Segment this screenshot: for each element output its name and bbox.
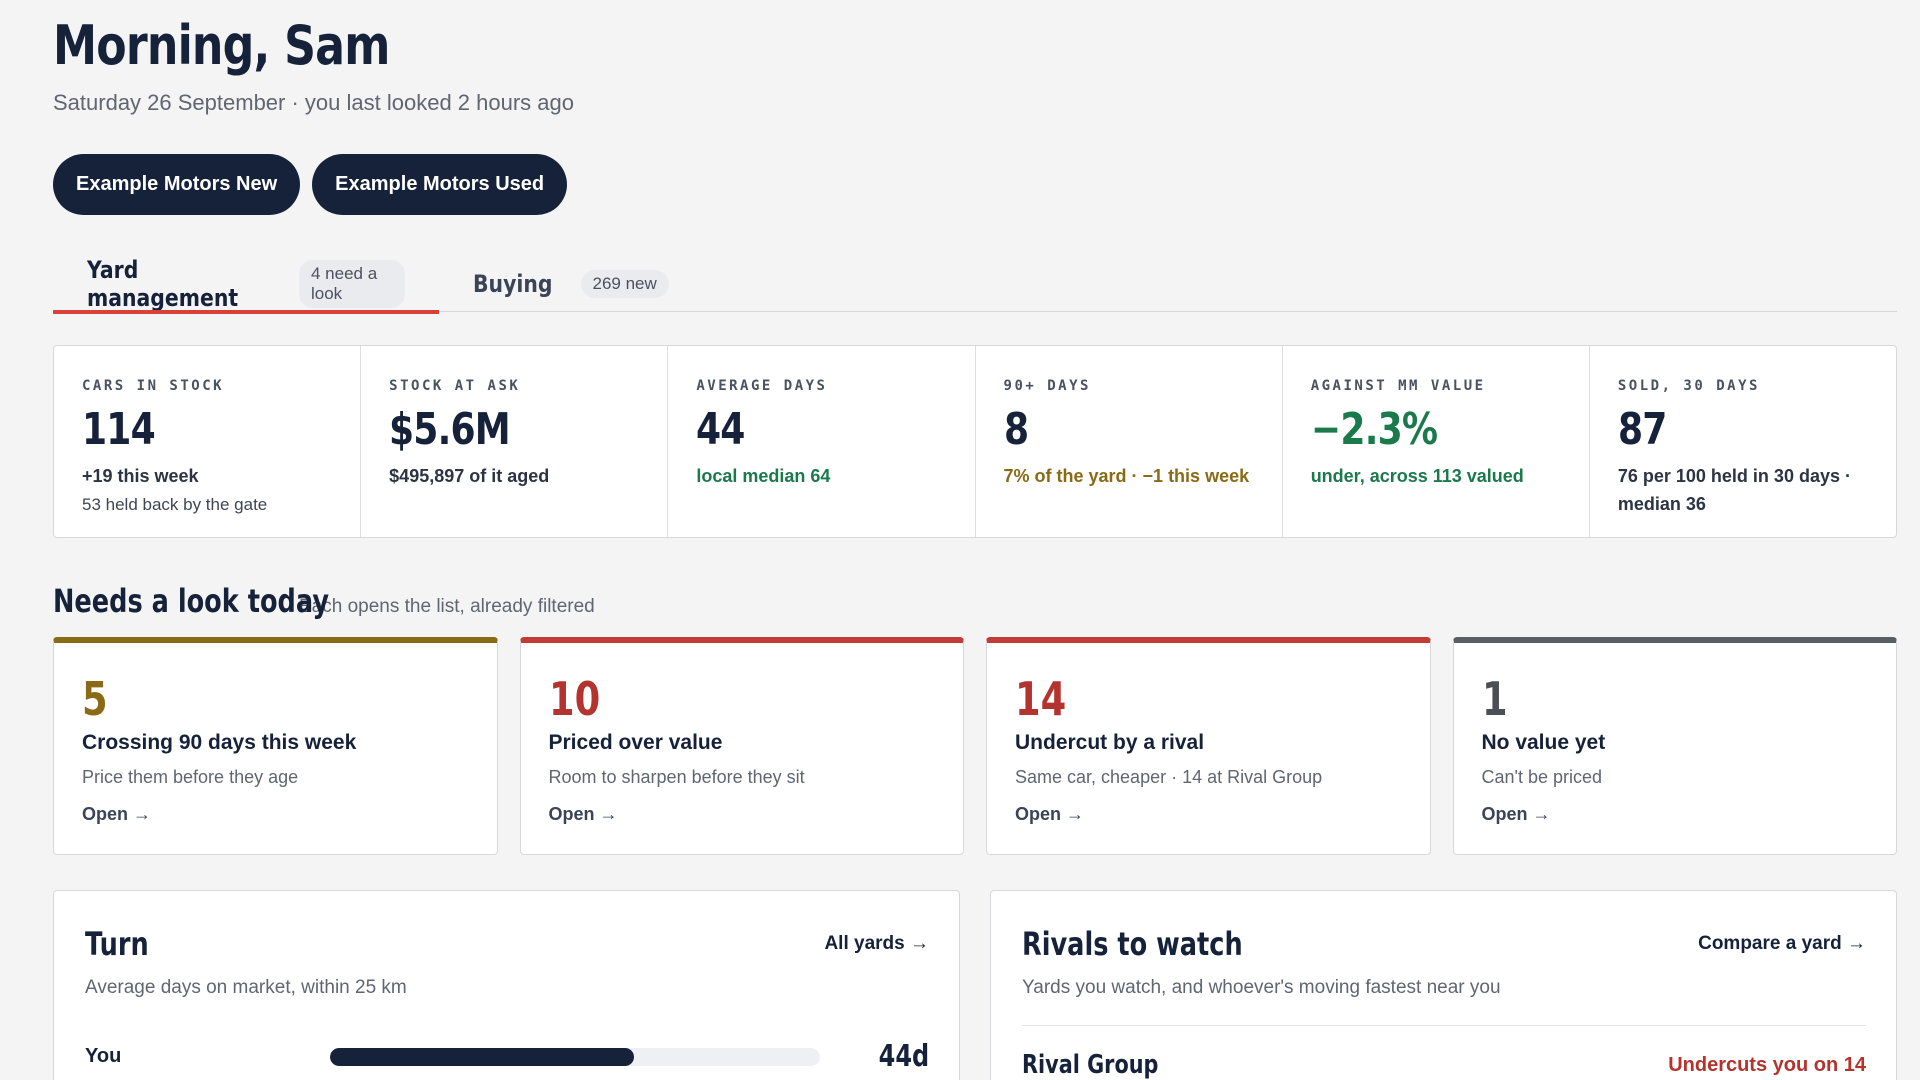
stat-stock-at-ask: STOCK AT ASK $5.6M $495,897 of it aged [361,346,669,537]
rival-name: Rival Group [1022,1050,1159,1080]
tab-buying[interactable]: Buying 269 new [439,256,703,312]
card-description: Can't be priced [1481,767,1603,787]
yard-button-new[interactable]: Example Motors New [53,154,301,215]
turn-row-you: You 44d [85,1039,929,1074]
card-description: Same car, cheaper · 14 at Rival Group [1015,767,1323,787]
stat-label: AVERAGE DAYS [696,378,828,394]
rivals-panel: Rivals to watch Compare a yard → Yards y… [990,890,1897,1080]
stat-value: 44 [696,404,745,455]
card-crossing-90-days[interactable]: 5 Crossing 90 days this week Price them … [53,637,498,855]
turn-panel: Turn All yards → Average days on market,… [53,890,960,1080]
tab-badge: 4 need a look [299,260,405,308]
stat-value: 8 [1003,404,1029,455]
card-title: No value yet [1481,731,1606,754]
tab-label: Buying [473,270,553,298]
stat-sub: local median 64 [696,466,831,486]
stat-label: 90+ DAYS [1003,378,1091,394]
card-count: 10 [548,672,600,726]
stat-sub: 7% of the yard · −1 this week [1003,466,1250,486]
page-title: Morning, Sam [53,14,390,77]
stat-average-days: AVERAGE DAYS 44 local median 64 [668,346,976,537]
card-open-link[interactable]: Open → [1481,804,1551,824]
stat-sub: +19 this week [82,466,199,486]
card-count: 1 [1481,672,1508,726]
compare-yard-link[interactable]: Compare a yard → [1698,933,1866,954]
card-open-link[interactable]: Open → [82,804,152,824]
stat-sub-secondary: 53 held back by the gate [82,495,268,514]
tab-label: Yard management [87,256,239,312]
stat-sub: under, across 113 valued [1310,466,1524,486]
yard-switcher: Example Motors New Example Motors Used [53,154,568,215]
panel-subtitle: Yards you watch, and whoever's moving fa… [1022,977,1501,998]
panel-title: Rivals to watch [1022,925,1243,963]
card-description: Room to sharpen before they sit [548,767,805,787]
stat-sub: 76 per 100 held in 30 days · median 36 [1617,466,1851,514]
card-title: Undercut by a rival [1015,731,1205,754]
days-bar-fill [330,1047,634,1066]
card-title: Crossing 90 days this week [82,731,357,754]
page-subline: Saturday 26 September · you last looked … [53,90,574,115]
stat-label: CARS IN STOCK [82,378,225,394]
section-title: Needs a look today [53,582,330,620]
card-priced-over-value[interactable]: 10 Priced over value Room to sharpen bef… [519,637,964,855]
rival-row[interactable]: Rival Group Undercuts you on 14 [1022,1050,1866,1080]
needs-cards: 5 Crossing 90 days this week Price them … [53,637,1897,855]
card-description: Price them before they age [82,767,299,787]
stat-label: SOLD, 30 DAYS [1617,378,1760,394]
section-subtitle: Each opens the list, already filtered [299,596,595,617]
stat-value: 114 [82,404,156,455]
needs-header: Needs a look today Each opens the list, … [53,582,595,620]
panel-header: Rivals to watch Compare a yard → [1022,925,1866,963]
turn-row-value: 44d [878,1039,929,1074]
section-tabs: Yard management 4 need a look Buying 269… [53,256,1897,314]
stat-cars-in-stock: CARS IN STOCK 114 +19 this week 53 held … [54,346,362,537]
days-bar-track [330,1047,820,1066]
stat-sub: $495,897 of it aged [389,466,550,486]
stat-value: 87 [1617,404,1667,455]
divider [1022,1025,1866,1026]
panel-header: Turn All yards → [85,925,929,963]
stat-value: −2.3% [1310,404,1438,455]
turn-row-label: You [85,1045,122,1067]
tab-badge: 269 new [580,270,669,298]
stat-label: AGAINST MM VALUE [1310,378,1486,394]
stat-label: STOCK AT ASK [389,378,521,394]
card-open-link[interactable]: Open → [548,804,618,824]
card-no-value-yet[interactable]: 1 No value yet Can't be priced Open → [1452,637,1897,855]
panel-subtitle: Average days on market, within 25 km [85,977,407,998]
card-undercut-by-rival[interactable]: 14 Undercut by a rival Same car, cheaper… [986,637,1431,855]
card-count: 5 [82,672,108,726]
stat-against-mm-value: AGAINST MM VALUE −2.3% under, across 113… [1283,346,1590,537]
all-yards-link[interactable]: All yards → [824,933,929,954]
stats-strip: CARS IN STOCK 114 +19 this week 53 held … [53,345,1897,538]
yard-button-used[interactable]: Example Motors Used [312,154,568,215]
tab-yard-management[interactable]: Yard management 4 need a look [53,256,439,314]
stat-value: $5.6M [389,404,511,455]
stat-90-plus-days: 90+ DAYS 8 7% of the yard · −1 this week [976,346,1283,537]
stat-sold-30-days: SOLD, 30 DAYS 87 76 per 100 held in 30 d… [1590,346,1896,537]
card-count: 14 [1015,672,1067,726]
rival-flag: Undercuts you on 14 [1668,1053,1866,1076]
card-open-link[interactable]: Open → [1015,804,1085,824]
card-title: Priced over value [548,731,723,754]
panel-title: Turn [85,925,149,963]
